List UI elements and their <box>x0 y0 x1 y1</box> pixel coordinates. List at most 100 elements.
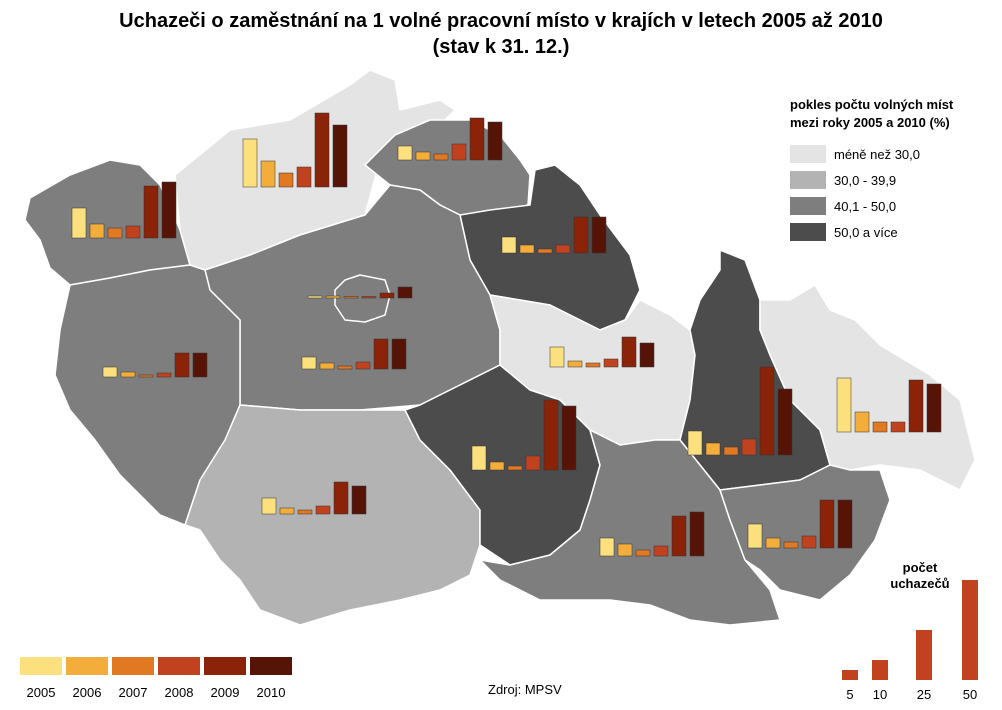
bar-2009 <box>621 336 637 368</box>
bar-2010 <box>397 286 413 299</box>
shade-legend-title-2: mezi roky 2005 a 2010 (%) <box>790 115 950 130</box>
bar-2007 <box>107 227 123 239</box>
year-swatch <box>20 657 62 675</box>
count-legend-bar <box>872 660 888 680</box>
region-zlinsky[interactable] <box>719 464 891 601</box>
bar-2009 <box>333 481 349 515</box>
bar-group-1 <box>242 112 348 188</box>
shade-legend: pokles počtu volných míst mezi roky 2005… <box>790 96 990 244</box>
shade-label: 50,0 a více <box>834 224 898 240</box>
bar-2005 <box>301 356 317 370</box>
bar-2006 <box>854 411 870 433</box>
year-swatch <box>250 657 292 675</box>
bar-2010 <box>591 216 607 254</box>
bar-2008 <box>653 545 669 557</box>
bar-2008 <box>801 535 817 549</box>
year-label: 2006 <box>72 685 102 700</box>
bar-2010 <box>689 511 705 557</box>
bar-2009 <box>819 499 835 549</box>
count-legend-title: počet uchazečů <box>880 560 960 592</box>
bar-2007 <box>585 362 601 368</box>
bar-group-12 <box>599 511 705 557</box>
bar-2006 <box>325 295 341 299</box>
bar-2008 <box>451 143 467 161</box>
year-legend: 2005 2006 2007 2008 2009 2010 <box>18 657 294 700</box>
bar-2008 <box>555 244 571 254</box>
source-note: Zdroj: MPSV <box>488 682 562 697</box>
bar-group-9 <box>836 377 942 433</box>
count-legend-bar <box>962 580 978 680</box>
shade-legend-item: 40,1 - 50,0 <box>790 194 990 218</box>
bar-2009 <box>314 112 330 188</box>
bar-2008 <box>315 505 331 515</box>
year-legend-item: 2007 <box>110 657 156 700</box>
bar-2008 <box>603 358 619 368</box>
count-legend: počet uchazečů 5 10 25 50 <box>840 560 990 710</box>
region-moravskoslezsky[interactable] <box>759 284 976 491</box>
bar-2005 <box>242 138 258 188</box>
region-praha[interactable] <box>334 274 391 323</box>
bar-2005 <box>549 346 565 368</box>
bar-group-2 <box>397 117 503 161</box>
bar-2009 <box>759 366 775 456</box>
count-legend-bar <box>842 670 858 680</box>
bar-2005 <box>836 377 852 433</box>
bar-2005 <box>71 207 87 239</box>
bar-2008 <box>355 361 371 370</box>
bar-group-4 <box>307 286 413 299</box>
bar-group-3 <box>501 216 607 254</box>
bar-2009 <box>373 338 389 370</box>
shade-legend-item: 30,0 - 39,9 <box>790 168 990 192</box>
shade-label: méně než 30,0 <box>834 146 921 162</box>
bar-2008 <box>125 225 141 239</box>
bar-2010 <box>391 338 407 370</box>
bar-2008 <box>156 372 172 378</box>
bar-2007 <box>138 374 154 378</box>
bar-group-5 <box>301 338 407 370</box>
bar-2005 <box>747 523 763 549</box>
bar-2007 <box>537 248 553 254</box>
shade-legend-item: méně než 30,0 <box>790 142 990 166</box>
bar-group-7 <box>549 336 655 368</box>
bar-2010 <box>639 342 655 368</box>
year-legend-item: 2005 <box>18 657 64 700</box>
bar-2010 <box>487 121 503 161</box>
bar-2007 <box>872 421 888 433</box>
shade-label: 30,0 - 39,9 <box>834 172 897 188</box>
bar-2006 <box>705 442 721 456</box>
bar-2009 <box>143 185 159 239</box>
bar-2006 <box>489 461 505 471</box>
count-legend-label: 10 <box>872 687 888 702</box>
bar-2007 <box>635 549 651 557</box>
count-legend-label: 25 <box>916 687 932 702</box>
bar-2010 <box>332 124 348 188</box>
shade-swatch <box>790 223 826 241</box>
bar-2008 <box>890 421 906 433</box>
bar-group-10 <box>261 481 367 515</box>
year-label: 2007 <box>118 685 148 700</box>
shade-legend-item: 50,0 a více <box>790 220 990 244</box>
bar-2009 <box>543 399 559 471</box>
bar-2007 <box>723 446 739 456</box>
bar-2007 <box>297 509 313 515</box>
bar-2005 <box>261 497 277 515</box>
shade-swatch <box>790 171 826 189</box>
bar-2007 <box>783 541 799 549</box>
year-legend-item: 2008 <box>156 657 202 700</box>
title-line-1: Uchazeči o zaměstnání na 1 volné pracovn… <box>119 10 883 32</box>
bar-2009 <box>379 292 395 299</box>
bar-group-6 <box>102 352 208 378</box>
bar-group-11 <box>471 399 577 471</box>
bar-2006 <box>89 223 105 239</box>
title-line-2: (stav k 31. 12.) <box>432 36 570 58</box>
year-swatch <box>66 657 108 675</box>
bar-2005 <box>397 145 413 161</box>
count-legend-label: 50 <box>962 687 978 702</box>
bar-2008 <box>525 455 541 471</box>
bar-2007 <box>278 172 294 188</box>
year-swatch <box>158 657 200 675</box>
region-jihomoravsky[interactable] <box>479 429 781 626</box>
bar-2009 <box>469 117 485 161</box>
year-label: 2010 <box>256 685 286 700</box>
